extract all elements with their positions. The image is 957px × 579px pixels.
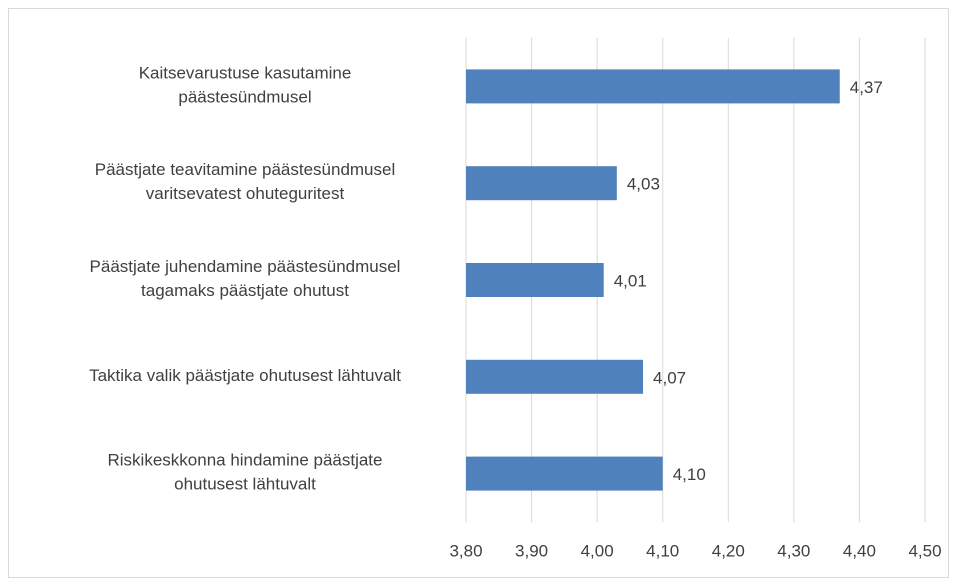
y-tick-label-line: Päästjate juhendamine päästesündmusel — [90, 257, 401, 276]
value-label: 4,07 — [653, 368, 686, 387]
y-tick-label: Riskikeskkonna hindamine päästjate ohutus… — [108, 451, 383, 494]
x-tick-label: 4,10 — [646, 541, 679, 560]
x-tick-label: 4,00 — [581, 541, 614, 560]
value-label: 4,10 — [673, 465, 706, 484]
value-label: 4,01 — [614, 271, 647, 290]
y-tick-label: Päästjate juhendamine päästesündmusel tag… — [90, 257, 401, 300]
y-tick-label: Päästjate teavitamine päästesündmusel var… — [95, 161, 396, 204]
y-tick-label-line: ohutusest lähtuvalt — [174, 475, 316, 494]
bar — [466, 456, 663, 491]
x-tick-label: 4,50 — [908, 541, 941, 560]
y-tick-label-line: päästesündmusel — [178, 88, 311, 107]
y-tick-label: Taktika valik päästjate ohutusest lähtuv… — [89, 366, 401, 385]
y-tick-label-line: Kaitsevarustuse kasutamine — [139, 64, 352, 83]
bar — [466, 166, 617, 201]
y-tick-label-line: Riskikeskkonna hindamine päästjate — [108, 451, 383, 470]
y-tick-label-line: tagamaks päästjate ohutust — [141, 281, 349, 300]
y-tick-label: Kaitsevarustuse kasutamine päästesündmuse… — [139, 64, 352, 107]
y-tick-label-line: Päästjate teavitamine päästesündmusel — [95, 161, 396, 180]
x-tick-label: 4,20 — [712, 541, 745, 560]
x-tick-label: 4,30 — [777, 541, 810, 560]
y-tick-label-line: varitsevatest ohuteguritest — [146, 185, 345, 204]
value-label: 4,03 — [627, 175, 660, 194]
value-label: 4,37 — [850, 78, 883, 97]
x-tick-label: 3,90 — [515, 541, 548, 560]
bar — [466, 263, 604, 297]
x-tick-label: 3,80 — [449, 541, 482, 560]
x-tick-label: 4,40 — [843, 541, 876, 560]
bar — [466, 359, 644, 394]
y-tick-label-line: Taktika valik päästjate ohutusest lähtuv… — [89, 366, 401, 385]
bar — [466, 69, 840, 104]
